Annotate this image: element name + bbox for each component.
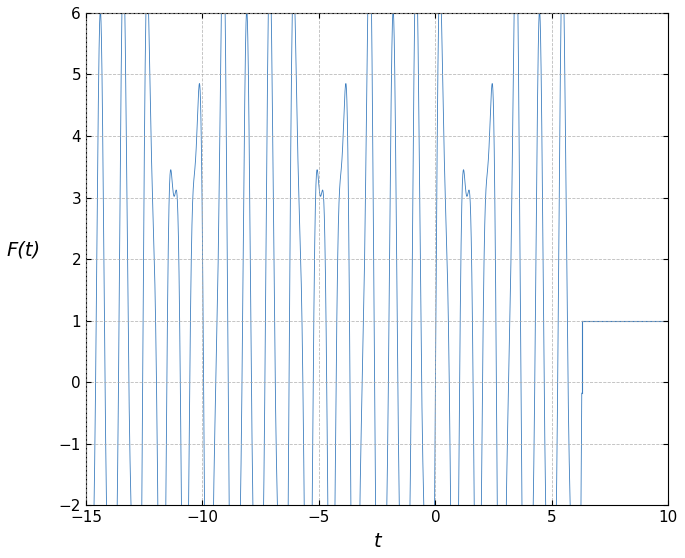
X-axis label: t: t xyxy=(373,532,381,551)
Y-axis label: F(t): F(t) xyxy=(7,240,41,259)
